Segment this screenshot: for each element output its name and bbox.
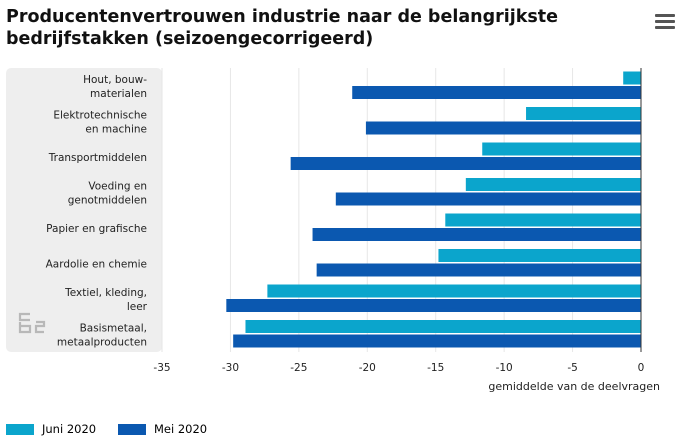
bar-mei-7[interactable] — [233, 334, 641, 348]
legend-item-juni[interactable]: Juni 2020 — [6, 422, 96, 436]
bar-juni-2[interactable] — [482, 142, 641, 156]
bar-mei-3[interactable] — [335, 192, 641, 206]
x-tick-label: -30 — [222, 362, 239, 374]
bar-juni-5[interactable] — [438, 249, 641, 262]
hamburger-menu-icon[interactable] — [655, 14, 675, 30]
category-label: Basismetaal, metaalproducten — [57, 322, 147, 348]
bar-juni-3[interactable] — [465, 178, 641, 191]
x-tick-label: -10 — [496, 362, 513, 374]
bar-juni-1[interactable] — [526, 107, 641, 120]
category-label: Textiel, kleding, leer — [64, 287, 148, 313]
x-tick-label: -15 — [427, 362, 444, 374]
category-label: Hout, bouw-materialen — [83, 74, 147, 100]
bar-mei-6[interactable] — [226, 299, 641, 312]
bar-juni-6[interactable] — [267, 284, 641, 298]
category-label: Papier en grafische — [46, 223, 147, 235]
category-label: Aardolie en chemie — [46, 258, 147, 270]
bar-mei-5[interactable] — [316, 263, 641, 277]
bar-mei-1[interactable] — [365, 121, 641, 135]
bar-chart: Hout, bouw-materialen Elektrotechnische en… — [6, 68, 660, 393]
bar-mei-4[interactable] — [312, 228, 641, 241]
legend-label-juni: Juni 2020 — [42, 422, 97, 436]
bar-juni-7[interactable] — [245, 320, 642, 333]
x-tick-label: -20 — [359, 362, 376, 374]
legend-item-mei[interactable]: Mei 2020 — [118, 422, 207, 436]
bar-juni-0[interactable] — [623, 71, 641, 85]
category-label: Elektrotechnische en machine — [53, 109, 147, 135]
bar-mei-0[interactable] — [352, 86, 641, 99]
category-panel — [6, 68, 162, 352]
bar-juni-4[interactable] — [445, 213, 641, 227]
bar-mei-2[interactable] — [290, 157, 641, 170]
category-label: Voeding en genotmiddelen — [68, 180, 147, 206]
x-tick-label: -35 — [153, 362, 170, 374]
cbs-logo-icon — [18, 312, 46, 334]
x-axis-label: gemiddelde van de deelvragen — [488, 380, 660, 393]
legend-swatch-mei — [118, 423, 146, 435]
x-tick-label: -25 — [290, 362, 307, 374]
category-label: Transportmiddelen — [48, 152, 147, 164]
legend-swatch-juni — [6, 423, 34, 435]
legend-label-mei: Mei 2020 — [154, 422, 208, 436]
x-tick-label: 0 — [638, 362, 645, 374]
x-tick-label: -5 — [567, 362, 577, 374]
chart-title: Producentenvertrouwen industrie naar de … — [6, 7, 559, 49]
